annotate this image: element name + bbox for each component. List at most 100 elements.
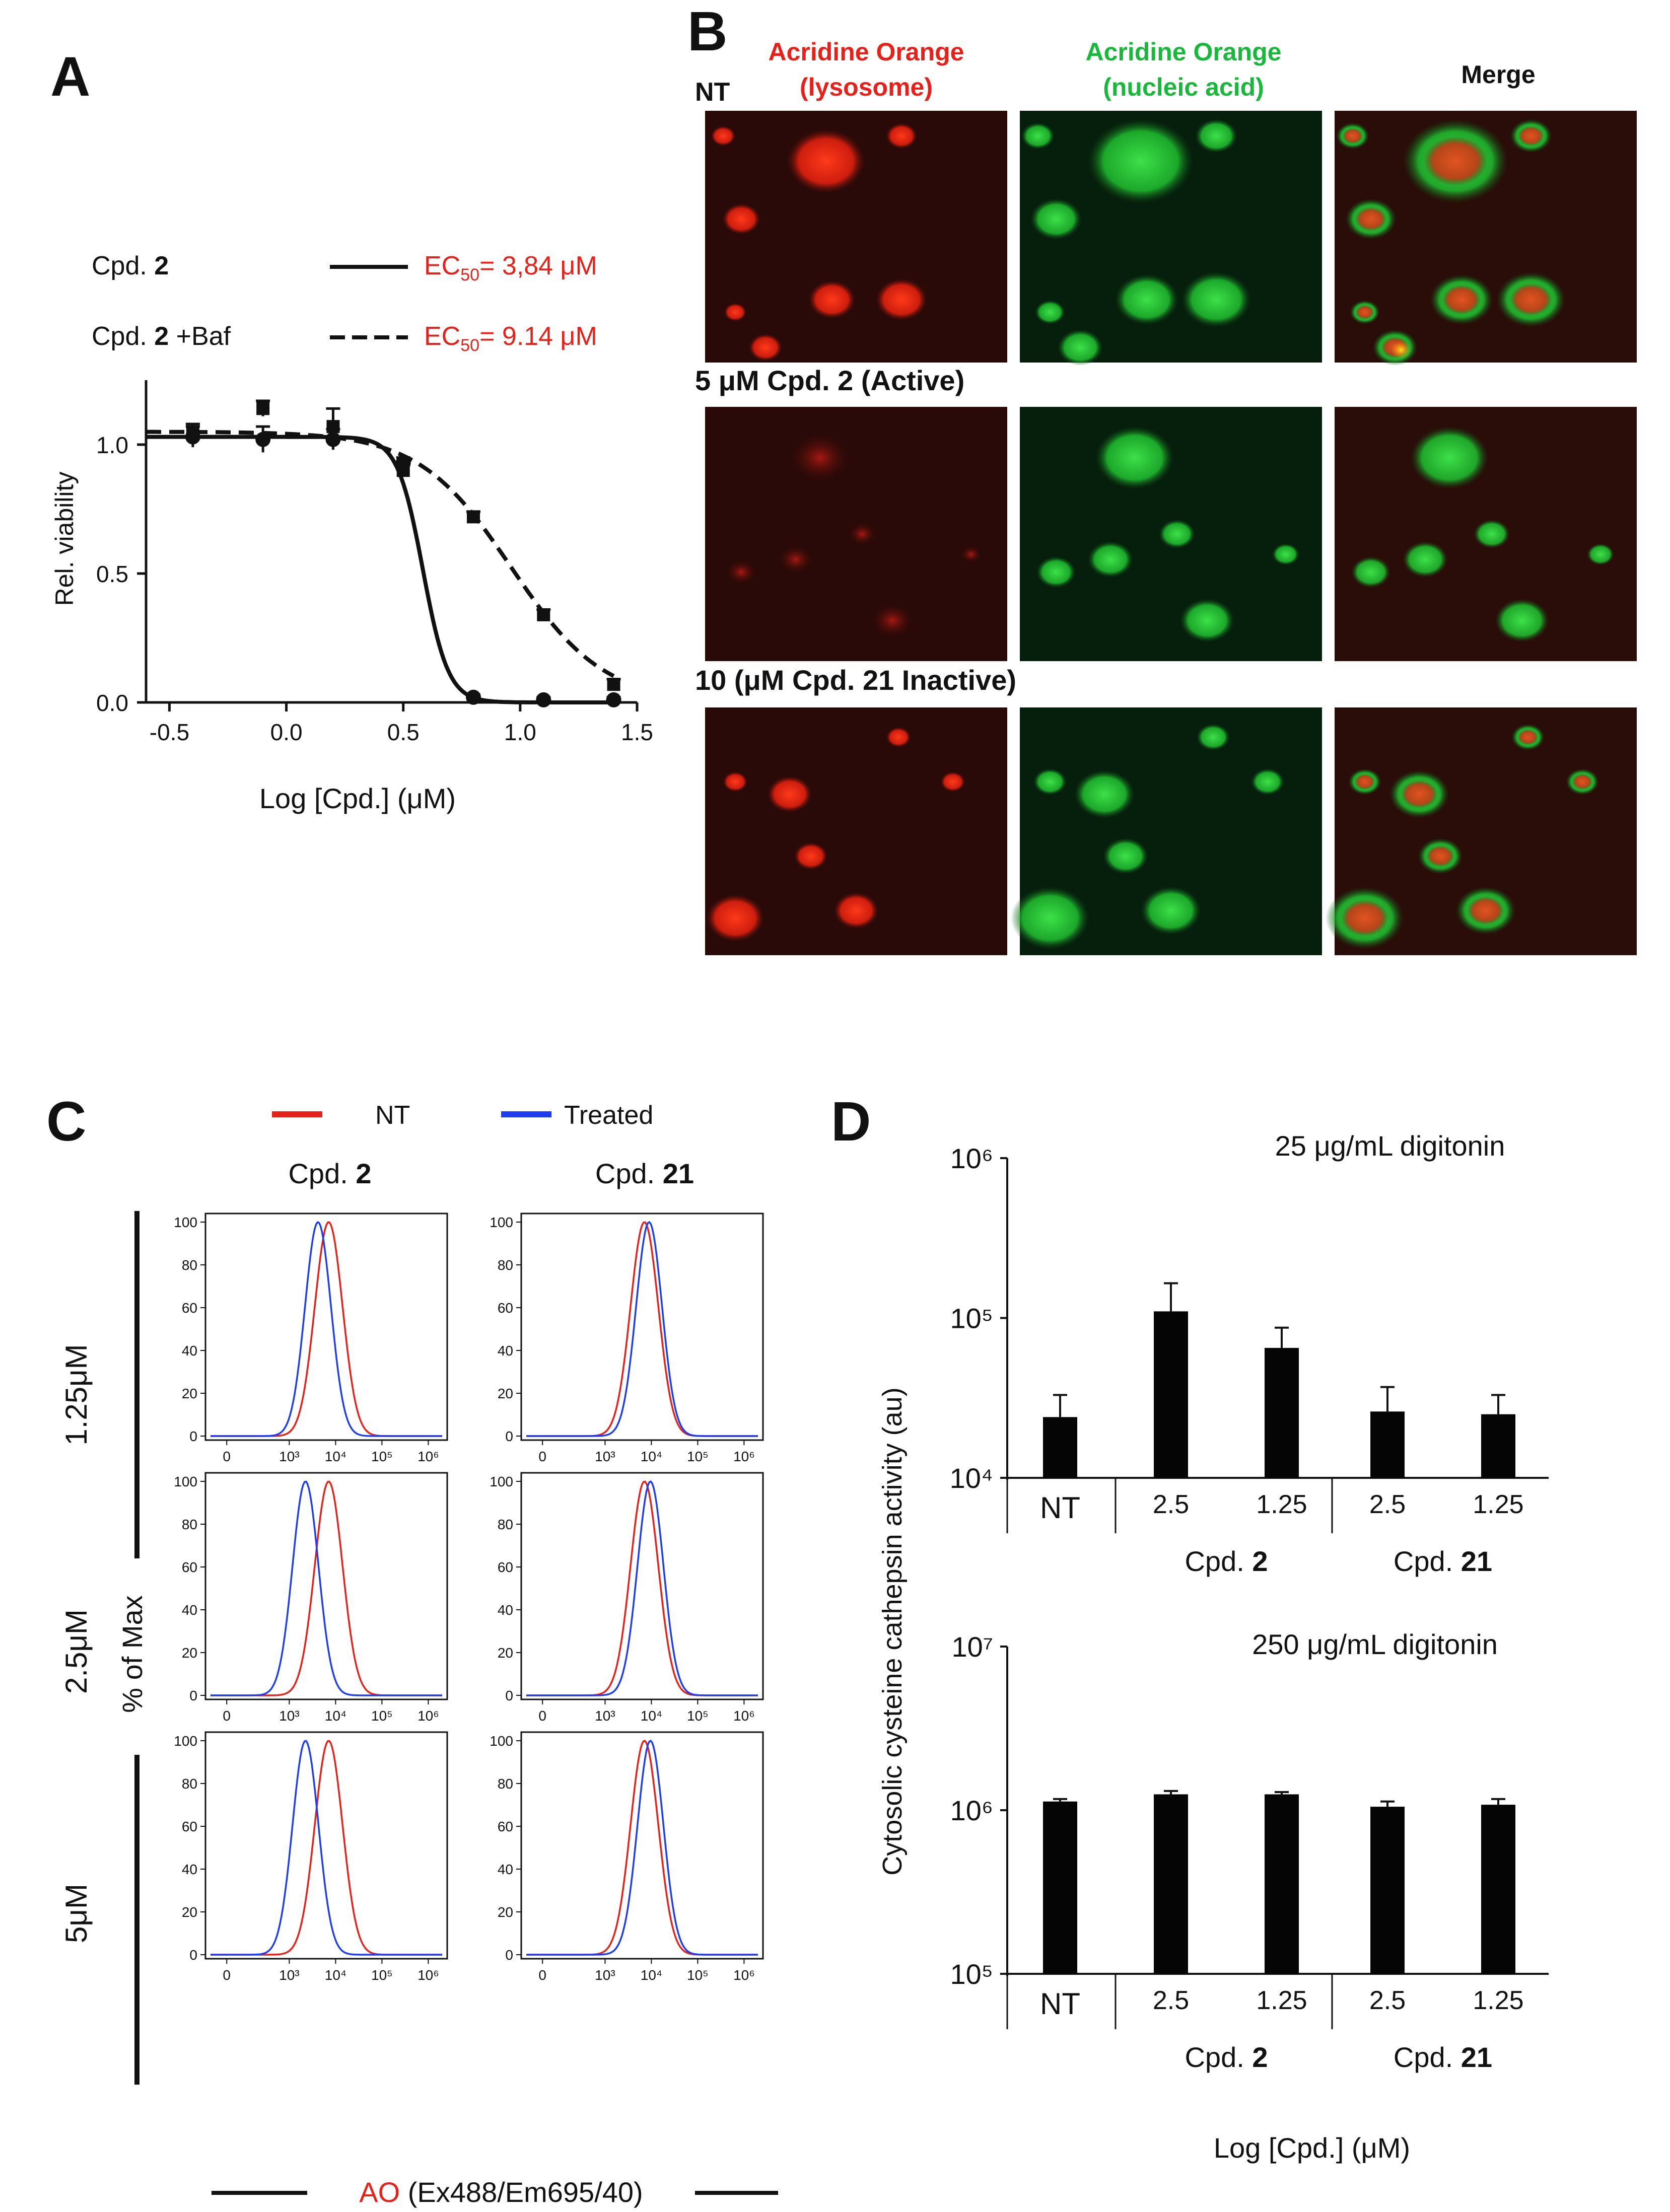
x-tick-label: 10³ bbox=[279, 1449, 299, 1464]
y-tick-label: 20 bbox=[498, 1904, 513, 1920]
x-tick-label: 10⁶ bbox=[417, 1449, 439, 1464]
x-tick-label: 10⁶ bbox=[417, 1967, 439, 1983]
histogram-frame bbox=[204, 1212, 448, 1441]
group-label: Cpd. 21 bbox=[1394, 1545, 1492, 1577]
data-point-square bbox=[467, 510, 480, 524]
histogram-subplot: 0 20 40 60 80 100 0 10³ 10⁴ 10⁵ 10⁶ bbox=[490, 1472, 764, 1724]
panel-a-y-label: Rel. viability bbox=[50, 472, 79, 606]
data-point-square bbox=[607, 678, 620, 691]
x-tick-label: 10⁴ bbox=[641, 1449, 662, 1464]
nucleus-signal bbox=[1088, 119, 1194, 203]
row-label-2-5uM: 2.5μM bbox=[59, 1609, 93, 1694]
y-tick-label: 100 bbox=[174, 1474, 197, 1489]
lysosome-signal bbox=[886, 123, 917, 149]
y-tick-label: 10⁵ bbox=[950, 1303, 993, 1334]
y-tick-label: 60 bbox=[498, 1819, 513, 1834]
data-point-square bbox=[256, 402, 270, 415]
histogram-subplot: 0 20 40 60 80 100 0 10³ 10⁴ 10⁵ 10⁶ bbox=[490, 1212, 764, 1464]
group-label-prefix: Cpd. bbox=[1185, 2041, 1252, 2073]
nucleus-signal bbox=[1251, 768, 1284, 795]
y-tick-label: 40 bbox=[498, 1862, 513, 1877]
merge-red-signal bbox=[1518, 126, 1544, 146]
group-label-prefix: Cpd. bbox=[1394, 2041, 1461, 2073]
x-tick-label: 10⁶ bbox=[733, 1449, 755, 1464]
histogram-subplot: 0 20 40 60 80 100 0 10³ 10⁴ 10⁵ 10⁶ bbox=[174, 1212, 448, 1464]
panel-c-col-title-cpd21: Cpd. 21 bbox=[595, 1158, 694, 1189]
y-tick-label: 40 bbox=[182, 1862, 197, 1877]
x-tick-label: 1.0 bbox=[504, 719, 536, 745]
col-header-merge: Merge bbox=[1461, 60, 1535, 89]
merge-green-signal bbox=[1587, 543, 1614, 565]
category-label: 1.25 bbox=[1256, 1986, 1307, 2015]
x-tick-label: 0 bbox=[538, 1449, 546, 1464]
y-tick-label: 20 bbox=[182, 1645, 197, 1661]
x-tick-label: 10⁴ bbox=[325, 1449, 346, 1464]
bar bbox=[1265, 1347, 1299, 1478]
histogram-frame bbox=[520, 1731, 764, 1960]
y-tick-label: 10⁵ bbox=[950, 1958, 993, 1990]
category-label: 1.25 bbox=[1473, 1986, 1523, 2015]
category-label: NT bbox=[1040, 1987, 1080, 2021]
nucleus-signal bbox=[1141, 886, 1201, 935]
nucleus-signal bbox=[1180, 599, 1234, 643]
lysosome-signal bbox=[768, 776, 812, 813]
merge-red-signal bbox=[1424, 136, 1487, 186]
nucleus-signal bbox=[1115, 274, 1178, 325]
category-label: 1.25 bbox=[1473, 1490, 1523, 1519]
category-label: 2.5 bbox=[1369, 1986, 1406, 2015]
nucleus-signal bbox=[1021, 122, 1055, 150]
lysosome-signal bbox=[787, 129, 865, 193]
data-point-circle bbox=[536, 692, 551, 707]
x-tick-label: 10⁶ bbox=[733, 1967, 755, 1983]
panel-a: A Cpd. 2 EC50= 3,84 μM Cpd. 2 +Baf EC50=… bbox=[50, 46, 653, 814]
merge-green-signal bbox=[1410, 426, 1489, 489]
merge-red-signal bbox=[1518, 729, 1538, 745]
merge-red-signal bbox=[1341, 899, 1388, 937]
col-header-lysosome-line2: (lysosome) bbox=[800, 73, 933, 101]
y-tick-label: 0.5 bbox=[96, 561, 128, 587]
nucleus-signal bbox=[1159, 519, 1195, 549]
histogram-frame bbox=[204, 1731, 448, 1960]
data-point-circle bbox=[255, 432, 271, 447]
merge-red-signal bbox=[1343, 128, 1363, 144]
bar bbox=[1481, 1805, 1515, 1974]
lysosome-signal bbox=[723, 771, 748, 792]
y-tick-label: 20 bbox=[182, 1386, 197, 1401]
nucleus-signal bbox=[1088, 541, 1133, 578]
bar bbox=[1043, 1801, 1077, 1974]
y-tick-label: 40 bbox=[498, 1602, 513, 1618]
y-tick-label: 0 bbox=[189, 1688, 197, 1703]
col-header-nucleic-acid-line2: (nucleic acid) bbox=[1103, 73, 1264, 101]
x-tick-label: 10⁴ bbox=[641, 1708, 662, 1724]
merge-green-signal bbox=[1403, 541, 1448, 578]
x-tick-label: 10⁴ bbox=[325, 1967, 346, 1983]
merge-red-signal bbox=[1401, 780, 1437, 809]
panel-d-x-label: Log [Cpd.] (μM) bbox=[1214, 2132, 1410, 2164]
bar bbox=[1154, 1794, 1188, 1974]
nucleus-signal bbox=[1095, 426, 1174, 489]
x-tick-label: 10⁵ bbox=[371, 1449, 393, 1464]
lysosome-signal bbox=[706, 894, 764, 942]
x-tick-label: 10⁴ bbox=[641, 1967, 662, 1983]
lysosome-signal bbox=[791, 434, 849, 481]
nucleus-signal bbox=[1103, 838, 1148, 875]
merge-red-signal bbox=[1510, 283, 1552, 316]
x-tick-label: 0 bbox=[223, 1967, 231, 1983]
x-tick-label: 10⁵ bbox=[371, 1967, 393, 1983]
lysosome-signal bbox=[849, 523, 876, 545]
panel-a-plot bbox=[146, 399, 621, 707]
nucleus-signal bbox=[1195, 119, 1237, 153]
histogram-treated-curve bbox=[526, 1480, 758, 1696]
category-label: NT bbox=[1040, 1491, 1080, 1525]
merge-green-signal bbox=[1495, 599, 1549, 643]
legend-cpd2-label: Cpd. 2 bbox=[92, 251, 169, 280]
panel-a-x-ticks: -0.5 0.0 0.5 1.0 1.5 bbox=[150, 702, 653, 745]
y-tick-label: 0 bbox=[505, 1429, 513, 1444]
x-tick-label: 0.0 bbox=[270, 719, 303, 745]
y-tick-label: 80 bbox=[498, 1517, 513, 1532]
x-tick-label: 0 bbox=[538, 1708, 546, 1724]
lysosome-signal bbox=[940, 771, 965, 792]
histogram-subplot: 0 20 40 60 80 100 0 10³ 10⁴ 10⁵ 10⁶ bbox=[174, 1731, 448, 1983]
y-tick-label: 80 bbox=[182, 1517, 197, 1532]
data-point-square bbox=[396, 464, 410, 477]
